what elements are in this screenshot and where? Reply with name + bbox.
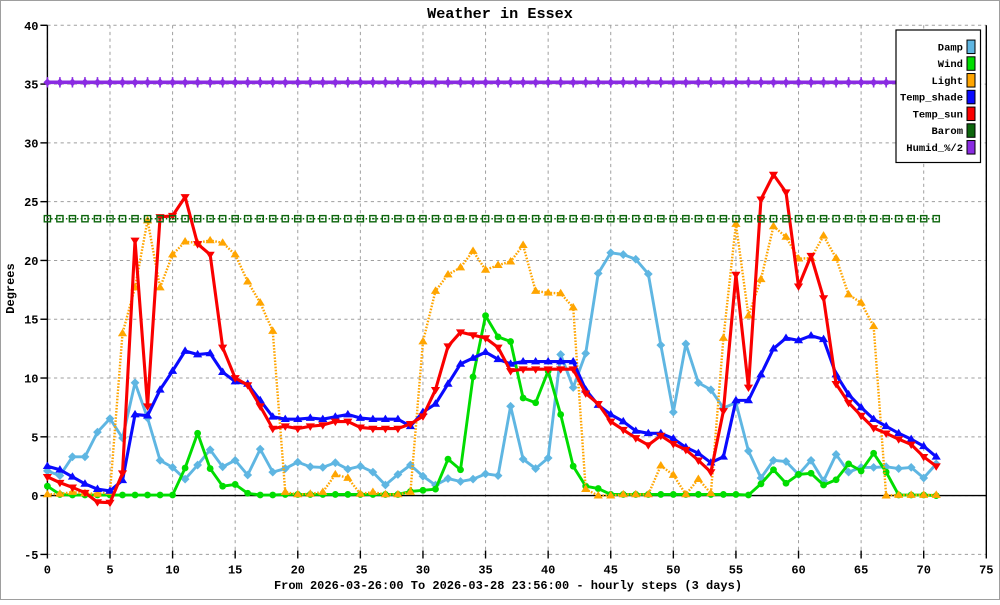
svg-text:Light: Light <box>931 76 963 88</box>
svg-text:10: 10 <box>165 564 179 578</box>
svg-text:40: 40 <box>541 564 555 578</box>
svg-text:75: 75 <box>979 564 993 578</box>
svg-text:30: 30 <box>24 137 38 151</box>
svg-text:70: 70 <box>917 564 931 578</box>
svg-text:5: 5 <box>31 431 38 445</box>
svg-text:Humid_%/2: Humid_%/2 <box>906 143 963 155</box>
svg-text:10: 10 <box>24 373 38 387</box>
svg-text:55: 55 <box>729 564 743 578</box>
svg-text:0: 0 <box>31 490 38 504</box>
svg-text:Temp_shade: Temp_shade <box>900 93 963 105</box>
svg-text:-5: -5 <box>24 549 38 563</box>
svg-text:Temp_sun: Temp_sun <box>913 109 963 121</box>
svg-text:60: 60 <box>791 564 805 578</box>
svg-text:40: 40 <box>24 20 38 34</box>
svg-text:Degrees: Degrees <box>4 263 18 313</box>
svg-text:From 2026-03-26:00 To 2026-03-: From 2026-03-26:00 To 2026-03-28 23:56:0… <box>274 579 742 593</box>
svg-text:30: 30 <box>416 564 430 578</box>
svg-text:15: 15 <box>24 314 38 328</box>
svg-text:Damp: Damp <box>938 42 963 54</box>
svg-text:65: 65 <box>854 564 868 578</box>
svg-text:25: 25 <box>24 196 38 210</box>
svg-text:35: 35 <box>24 79 38 93</box>
svg-text:0: 0 <box>44 564 51 578</box>
svg-text:25: 25 <box>353 564 367 578</box>
svg-text:20: 20 <box>24 255 38 269</box>
svg-text:35: 35 <box>478 564 492 578</box>
svg-text:Wind: Wind <box>938 59 963 71</box>
svg-text:15: 15 <box>228 564 242 578</box>
svg-text:20: 20 <box>291 564 305 578</box>
svg-text:Barom: Barom <box>931 126 963 138</box>
svg-text:45: 45 <box>604 564 618 578</box>
svg-text:5: 5 <box>106 564 113 578</box>
svg-text:50: 50 <box>666 564 680 578</box>
svg-text:Weather in Essex: Weather in Essex <box>427 5 573 23</box>
